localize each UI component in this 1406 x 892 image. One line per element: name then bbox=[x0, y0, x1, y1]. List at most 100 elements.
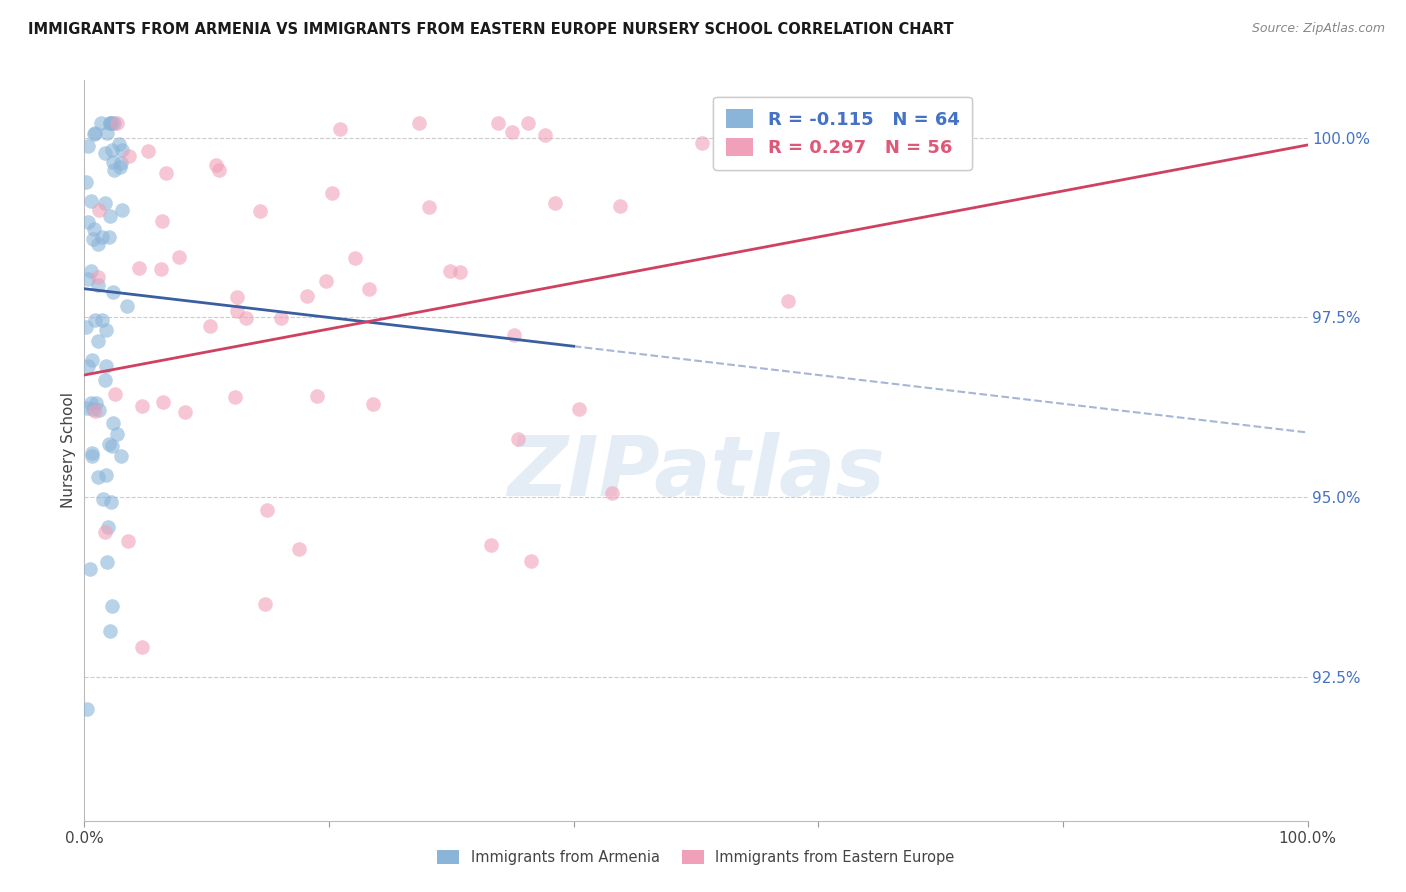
Point bbox=[198, 319, 221, 334]
Point bbox=[155, 166, 177, 180]
Point bbox=[76, 702, 98, 716]
Point bbox=[100, 116, 122, 130]
Point bbox=[254, 597, 277, 611]
Legend: R = -0.115   N = 64, R = 0.297   N = 56: R = -0.115 N = 64, R = 0.297 N = 56 bbox=[713, 96, 972, 169]
Point bbox=[329, 122, 352, 136]
Point bbox=[94, 146, 117, 161]
Point bbox=[90, 313, 112, 327]
Point bbox=[131, 640, 153, 654]
Point bbox=[77, 139, 100, 153]
Point bbox=[84, 396, 107, 410]
Point bbox=[108, 160, 131, 174]
Point bbox=[80, 396, 103, 410]
Point bbox=[224, 390, 246, 404]
Point bbox=[449, 265, 471, 279]
Point bbox=[76, 174, 98, 188]
Y-axis label: Nursery School: Nursery School bbox=[60, 392, 76, 508]
Point bbox=[97, 230, 120, 244]
Point bbox=[103, 163, 125, 178]
Point bbox=[418, 200, 440, 214]
Text: ZIPatlas: ZIPatlas bbox=[508, 432, 884, 513]
Point bbox=[80, 445, 103, 459]
Point bbox=[520, 554, 543, 568]
Point bbox=[208, 163, 231, 178]
Point bbox=[82, 353, 104, 368]
Point bbox=[91, 230, 114, 244]
Point bbox=[101, 116, 124, 130]
Point bbox=[150, 262, 173, 277]
Point bbox=[87, 403, 110, 417]
Point bbox=[359, 282, 381, 296]
Point bbox=[104, 386, 127, 401]
Point bbox=[105, 116, 128, 130]
Point bbox=[205, 158, 228, 172]
Point bbox=[439, 264, 461, 278]
Point bbox=[93, 525, 115, 540]
Point bbox=[128, 261, 150, 276]
Text: IMMIGRANTS FROM ARMENIA VS IMMIGRANTS FROM EASTERN EUROPE NURSERY SCHOOL CORRELA: IMMIGRANTS FROM ARMENIA VS IMMIGRANTS FR… bbox=[28, 22, 953, 37]
Point bbox=[77, 215, 100, 229]
Point bbox=[174, 405, 197, 419]
Point bbox=[361, 397, 384, 411]
Point bbox=[98, 210, 121, 224]
Text: Source: ZipAtlas.com: Source: ZipAtlas.com bbox=[1251, 22, 1385, 36]
Point bbox=[568, 401, 591, 416]
Point bbox=[152, 395, 174, 409]
Point bbox=[87, 278, 110, 293]
Point bbox=[101, 599, 124, 613]
Point bbox=[235, 310, 257, 325]
Point bbox=[108, 136, 131, 151]
Point bbox=[305, 388, 328, 402]
Point bbox=[83, 313, 105, 327]
Point bbox=[103, 155, 125, 169]
Point bbox=[226, 290, 249, 304]
Point bbox=[94, 323, 117, 337]
Point bbox=[77, 359, 100, 373]
Point bbox=[87, 470, 110, 484]
Point bbox=[87, 237, 110, 252]
Point bbox=[136, 145, 159, 159]
Point bbox=[100, 495, 122, 509]
Point bbox=[94, 373, 117, 387]
Point bbox=[86, 334, 108, 348]
Point bbox=[83, 221, 105, 235]
Point bbox=[517, 116, 540, 130]
Point bbox=[150, 214, 173, 228]
Point bbox=[94, 468, 117, 483]
Point bbox=[96, 126, 118, 140]
Point bbox=[118, 149, 141, 163]
Point bbox=[103, 285, 125, 300]
Point bbox=[533, 128, 555, 142]
Point bbox=[110, 449, 132, 463]
Point bbox=[97, 437, 120, 451]
Point bbox=[101, 416, 124, 430]
Point bbox=[778, 293, 800, 308]
Point bbox=[101, 439, 124, 453]
Point bbox=[131, 400, 153, 414]
Point bbox=[690, 136, 713, 151]
Point bbox=[76, 401, 98, 415]
Point bbox=[486, 116, 509, 130]
Point bbox=[225, 304, 247, 318]
Point bbox=[87, 269, 110, 284]
Point bbox=[80, 194, 103, 208]
Point bbox=[315, 274, 337, 288]
Point bbox=[321, 186, 343, 200]
Point bbox=[101, 144, 124, 158]
Point bbox=[543, 195, 565, 210]
Point bbox=[600, 486, 623, 500]
Point bbox=[502, 328, 524, 343]
Point bbox=[97, 520, 120, 534]
Point bbox=[96, 555, 118, 569]
Point bbox=[479, 538, 502, 552]
Point bbox=[98, 624, 121, 638]
Point bbox=[83, 126, 105, 140]
Point bbox=[76, 319, 98, 334]
Point bbox=[82, 450, 104, 464]
Point bbox=[508, 432, 530, 446]
Point bbox=[111, 143, 134, 157]
Point bbox=[83, 404, 105, 418]
Point bbox=[103, 116, 125, 130]
Point bbox=[98, 116, 121, 130]
Point bbox=[83, 127, 105, 141]
